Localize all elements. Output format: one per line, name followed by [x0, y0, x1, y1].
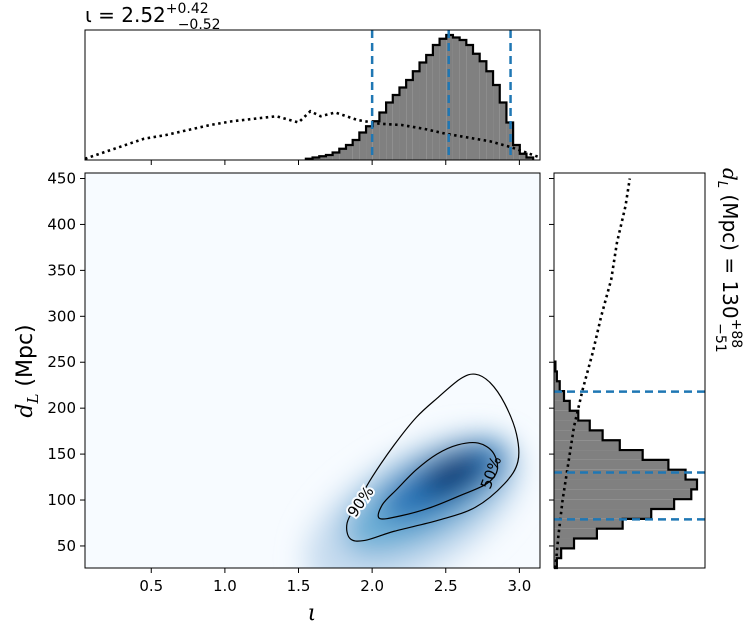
top-histogram-bar — [519, 153, 527, 160]
right-title: dL (Mpc) = 130+88−51 — [712, 168, 744, 353]
top-histogram-bar — [432, 45, 440, 160]
right-histogram-bar — [554, 518, 623, 529]
right-histogram-bar — [554, 440, 620, 451]
density-peak — [421, 453, 485, 495]
top-prior-curve — [85, 109, 540, 160]
top-histogram-bar — [312, 157, 320, 160]
top-panel-frame — [84, 29, 541, 161]
x-tick-label: 1.5 — [287, 577, 311, 595]
contour-90 — [346, 373, 520, 542]
y-tick-label: 50 — [57, 537, 76, 555]
top-histogram-bar — [419, 62, 427, 160]
top-histogram-bar — [386, 102, 393, 160]
x-tick-label: 0.5 — [139, 577, 163, 595]
right-histogram-bar — [554, 459, 669, 470]
top-histogram-bar — [325, 155, 333, 160]
y-tick-label: 250 — [47, 353, 76, 371]
y-tick-label: 300 — [47, 307, 76, 325]
y-axis-title: dL (Mpc) — [13, 324, 42, 417]
right-histogram-bar — [554, 548, 562, 559]
top-histogram-bar — [319, 156, 326, 160]
top-histogram-bar — [486, 71, 494, 160]
top-histogram-bar — [466, 45, 474, 160]
right-histogram-bar — [554, 469, 686, 480]
right-histogram-outline — [554, 360, 699, 570]
x-tick-label: 1.0 — [213, 577, 237, 595]
density-heatmap — [305, 436, 522, 568]
top-histogram-bar — [526, 157, 534, 160]
y-tick-label: 450 — [47, 170, 76, 188]
top-histogram-bar — [513, 145, 520, 160]
top-histogram-bar — [499, 102, 507, 160]
right-histogram-bar — [554, 489, 692, 500]
top-histogram-bar — [332, 152, 340, 160]
top-histogram-outline — [304, 33, 535, 160]
y-tick-label: 200 — [47, 399, 76, 417]
right-panel-frame — [553, 172, 706, 569]
top-histogram-bar — [426, 55, 433, 160]
top-histogram-bar — [379, 112, 387, 160]
x-tick-label: 2.0 — [360, 577, 384, 595]
top-histogram-bar — [392, 95, 400, 160]
top-histogram-bar — [345, 145, 353, 160]
top-histogram-bar — [479, 61, 487, 160]
x-tick-label: 3.0 — [507, 577, 531, 595]
top-histogram-bar — [473, 53, 480, 160]
y-tick-label: 100 — [47, 491, 76, 509]
top-marginal-panel: ι = 2.52+0.42 −0.52 — [84, 1, 541, 165]
joint-panel: 90%50% 0.5 1.0 1.5 2.0 2.5 3.0 50100150200250… — [13, 170, 541, 626]
right-histogram-bar — [554, 538, 575, 549]
top-histogram-bar — [366, 126, 373, 160]
right-prior-curve — [554, 178, 632, 568]
y-tick-label: 150 — [47, 445, 76, 463]
top-histogram-bar — [339, 148, 346, 160]
right-histogram-bar — [554, 499, 675, 510]
top-histogram-bar — [372, 121, 380, 160]
top-histogram-bar — [452, 37, 460, 160]
right-histogram-bar — [554, 381, 560, 392]
right-histogram-bar — [554, 450, 643, 460]
right-histogram-bar — [554, 400, 570, 411]
top-histogram-bar — [406, 80, 413, 160]
right-histogram-bar — [554, 479, 697, 490]
top-title: ι = 2.52+0.42 −0.52 — [85, 1, 221, 33]
top-histogram-bar — [439, 38, 447, 160]
y-tick-label: 350 — [47, 261, 76, 279]
contour-50 — [377, 441, 499, 520]
joint-panel-frame — [84, 172, 541, 569]
top-histogram-bar — [399, 87, 407, 160]
top-histogram-bar — [459, 40, 467, 160]
x-axis-title: ι — [308, 601, 317, 626]
top-histogram-bar — [493, 85, 500, 160]
right-histogram-bar — [554, 528, 597, 539]
x-tick-label: 2.5 — [434, 577, 458, 595]
right-histogram-bar — [554, 371, 557, 382]
right-histogram-bar — [554, 420, 590, 431]
top-histogram-bar — [412, 71, 420, 160]
right-histogram-bar — [554, 410, 579, 421]
right-histogram-bar — [554, 509, 652, 519]
top-histogram-bar — [359, 132, 367, 160]
right-marginal-panel: dL (Mpc) = 130+88−51 — [549, 168, 744, 570]
top-histogram-bar — [352, 140, 360, 160]
right-histogram-bar — [554, 391, 565, 401]
right-histogram-bar — [554, 558, 557, 568]
y-tick-label: 400 — [47, 215, 76, 233]
right-histogram-bar — [554, 430, 603, 441]
